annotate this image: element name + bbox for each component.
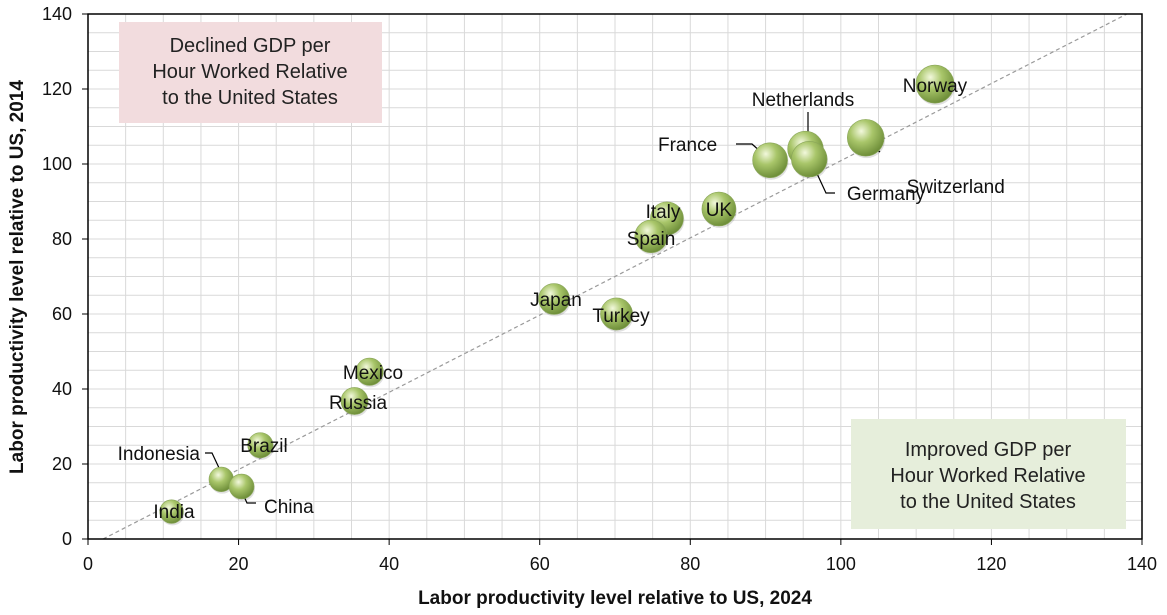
grid-lines xyxy=(88,14,1142,539)
x-tick-label: 120 xyxy=(976,554,1006,574)
annotation-top-left-line-3: to the United States xyxy=(162,87,338,109)
point-label-mexico: Mexico xyxy=(343,363,403,384)
bubble-mexico xyxy=(355,357,384,386)
bubble-india xyxy=(159,499,184,524)
y-axis-ticks: 0 20 40 60 80 100 120 140 xyxy=(42,4,88,549)
y-axis-title: Labor productivity level relative to US,… xyxy=(7,80,28,474)
x-axis-title: Labor productivity level relative to US,… xyxy=(418,588,812,609)
y-tick-label: 140 xyxy=(42,4,72,24)
point-label-uk: UK xyxy=(706,200,733,221)
bubble-japan xyxy=(538,283,570,315)
point-label-brazil: Brazil xyxy=(240,436,288,457)
point-label-switzerland: Switzerland xyxy=(907,177,1005,198)
point-label-netherlands: Netherlands xyxy=(752,90,854,111)
bubble-uk xyxy=(701,191,737,227)
annotation-box-top-left-bg xyxy=(119,22,382,123)
bubble-china xyxy=(228,473,255,500)
bubble-turkey xyxy=(600,297,633,331)
y-tick-label: 60 xyxy=(52,304,72,324)
point-label-spain: Spain xyxy=(627,229,676,250)
plot-area-border xyxy=(87,13,1143,540)
bubble-norway xyxy=(915,64,955,104)
y-tick-label: 20 xyxy=(52,454,72,474)
bubble-switzerland xyxy=(847,119,885,157)
bubble-spain xyxy=(634,219,668,254)
point-label-japan: Japan xyxy=(530,290,582,311)
point-label-italy: Italy xyxy=(646,202,681,223)
point-labels: Norway Switzerland Netherlands Germany Franc… xyxy=(118,76,1005,523)
annotation-top-left-line-2: Hour Worked Relative xyxy=(152,61,347,83)
x-tick-label: 40 xyxy=(379,554,399,574)
x-axis-ticks: 0 20 40 60 80 100 120 140 xyxy=(83,539,1157,574)
y-tick-label: 120 xyxy=(42,79,72,99)
bubble-brazil xyxy=(247,432,274,459)
x-tick-label: 60 xyxy=(530,554,550,574)
point-label-indonesia: Indonesia xyxy=(118,444,201,465)
annotation-box-bottom-right-bg xyxy=(851,419,1126,529)
leader-line-indonesia xyxy=(205,452,221,471)
y-tick-label: 80 xyxy=(52,229,72,249)
x-tick-label: 140 xyxy=(1127,554,1157,574)
point-label-germany: Germany xyxy=(847,184,926,205)
point-label-russia: Russia xyxy=(329,393,388,414)
x-tick-label: 100 xyxy=(826,554,856,574)
y-tick-label: 0 xyxy=(62,529,72,549)
annotation-bottom-right-line-1: Improved GDP per xyxy=(905,439,1072,461)
bubble-germany xyxy=(791,140,828,178)
x-tick-label: 0 xyxy=(83,554,93,574)
annotation-box-top-left: Declined GDP per Hour Worked Relative to… xyxy=(119,22,382,123)
point-label-india: India xyxy=(153,502,195,523)
point-label-china: China xyxy=(264,497,314,518)
annotation-bottom-right-line-2: Hour Worked Relative xyxy=(890,465,1085,487)
bubble-france xyxy=(752,142,788,179)
point-label-france: France xyxy=(658,135,717,156)
bubble-russia xyxy=(340,387,369,415)
point-label-norway: Norway xyxy=(903,76,968,97)
point-label-turkey: Turkey xyxy=(592,306,650,327)
annotation-bottom-right-line-3: to the United States xyxy=(900,491,1076,513)
x-tick-label: 80 xyxy=(680,554,700,574)
data-bubbles xyxy=(159,64,955,526)
annotation-top-left-line-1: Declined GDP per xyxy=(170,35,331,57)
y-tick-label: 100 xyxy=(42,154,72,174)
annotation-box-bottom-right: Improved GDP per Hour Worked Relative to… xyxy=(851,419,1126,529)
y-tick-label: 40 xyxy=(52,379,72,399)
reference-diagonal-line xyxy=(102,13,1128,540)
x-tick-label: 20 xyxy=(229,554,249,574)
